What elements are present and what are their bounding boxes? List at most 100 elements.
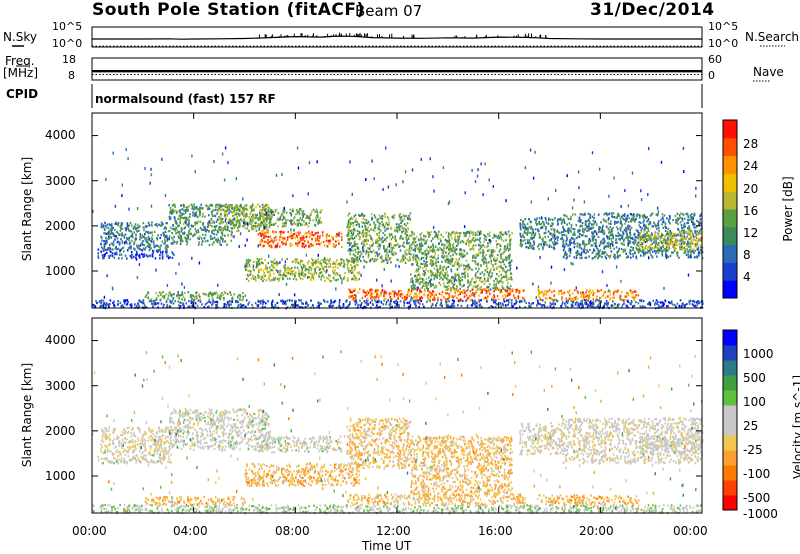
power-cell: [256, 262, 258, 265]
power-cell: [386, 256, 388, 259]
power-cell: [97, 248, 100, 251]
power-cell: [399, 218, 402, 221]
power-cell: [340, 236, 343, 239]
power-cell: [355, 223, 358, 227]
power-cell: [264, 225, 266, 228]
power-cell: [378, 214, 381, 217]
power-cell: [611, 242, 614, 245]
power-cell: [654, 246, 656, 249]
power-cell: [602, 242, 604, 245]
power-cell: [505, 232, 507, 235]
power-cell: [188, 233, 190, 236]
power-cell: [449, 250, 452, 253]
power-cell: [562, 230, 565, 233]
power-cell: [248, 216, 250, 219]
power-cell: [226, 228, 229, 232]
power-cell: [385, 301, 388, 304]
power-cell: [641, 227, 643, 230]
power-cell: [221, 234, 224, 237]
power-cell: [692, 248, 695, 251]
power-cell: [267, 214, 270, 217]
power-cell: [640, 244, 642, 248]
power-cell: [637, 229, 639, 233]
power-cell: [509, 261, 511, 264]
power-cell: [386, 236, 388, 239]
power-cell: [649, 244, 651, 247]
power-cell: [406, 222, 409, 225]
power-cell: [454, 238, 457, 241]
power-cell: [700, 252, 702, 255]
power-cell: [421, 252, 423, 255]
power-cell: [368, 251, 370, 254]
power-cell: [313, 273, 315, 276]
power-cell: [195, 231, 198, 235]
power-cell: [235, 204, 237, 208]
power-cell: [259, 240, 262, 244]
power-cell: [606, 214, 608, 217]
power-cell: [109, 246, 111, 249]
power-cell: [681, 217, 683, 220]
power-cell: [195, 213, 197, 217]
power-cell: [578, 228, 581, 232]
power-cell: [371, 239, 373, 242]
power-cell: [347, 277, 349, 280]
power-cell: [352, 253, 355, 256]
power-cell: [298, 274, 300, 277]
power-cell: [629, 236, 632, 240]
power-cell: [382, 232, 385, 235]
power-cell: [401, 244, 404, 247]
power-cell: [591, 237, 594, 240]
power-cell: [695, 245, 697, 248]
power-cell: [317, 265, 319, 268]
power-cell: [647, 250, 649, 253]
power-cell: [180, 227, 182, 230]
power-cell: [251, 227, 253, 231]
power-cell: [634, 239, 637, 242]
power-cell: [430, 305, 433, 308]
power-cell: [167, 255, 169, 258]
power-cell: [700, 212, 703, 215]
power-cell: [331, 236, 334, 239]
power-cell: [290, 221, 292, 224]
power-cell: [619, 233, 621, 236]
power-cell: [366, 247, 369, 250]
power-cell: [448, 252, 450, 255]
power-cell: [147, 221, 150, 224]
power-cell: [363, 222, 366, 225]
power-cell: [312, 278, 315, 281]
power-cell: [644, 253, 646, 256]
power-cell: [480, 285, 482, 289]
power-cell: [636, 243, 638, 246]
power-cell: [256, 213, 258, 216]
power-cell: [656, 246, 658, 249]
power-cell: [245, 213, 248, 216]
power-cell: [584, 303, 587, 306]
power-cell: [363, 214, 366, 217]
power-cell: [240, 203, 242, 206]
power-cell: [406, 240, 408, 243]
power-cell: [491, 272, 494, 275]
power-cell: [626, 235, 628, 238]
power-cell: [499, 243, 501, 246]
power-cell: [321, 231, 324, 234]
power-cell: [250, 223, 253, 226]
power-cell: [201, 222, 204, 225]
power-cell: [363, 260, 366, 263]
power-cell: [467, 238, 470, 241]
power-cell: [463, 249, 466, 252]
power-cell: [683, 225, 685, 229]
power-cell: [119, 225, 122, 228]
power-cell: [355, 234, 358, 238]
power-cell: [489, 255, 491, 258]
power-cell: [427, 250, 430, 253]
power-cell: [394, 235, 396, 238]
power-cell: [441, 251, 443, 254]
power-cell: [168, 215, 171, 218]
power-cell: [215, 220, 218, 223]
power-cell: [535, 223, 538, 226]
power-cell: [449, 260, 451, 263]
power-cell: [438, 281, 441, 284]
power-cell: [481, 280, 484, 283]
power-cell: [346, 278, 349, 281]
power-cell: [257, 216, 260, 219]
